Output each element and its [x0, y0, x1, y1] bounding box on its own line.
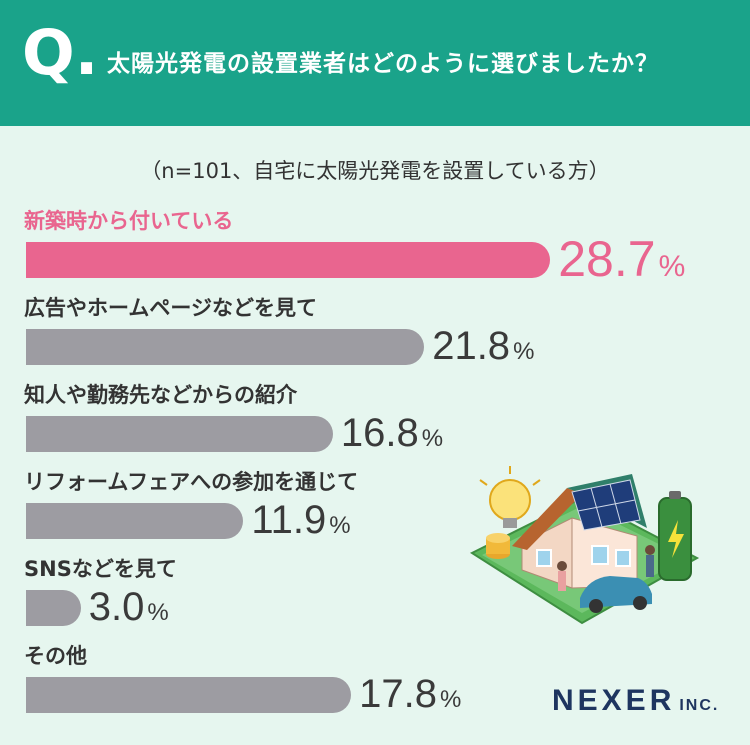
- value-number: 3.0: [88, 585, 145, 629]
- sample-note: （n=101、自宅に太陽光発電を設置している方）: [140, 159, 610, 183]
- value-label: 21.8%: [432, 326, 534, 366]
- value-label: 28.7%: [558, 234, 685, 284]
- category-label: その他: [24, 644, 87, 668]
- logo-suffix: INC.: [679, 697, 720, 714]
- category-label: 新築時から付いている: [24, 209, 234, 233]
- value-number: 21.8: [432, 324, 511, 368]
- bar: [26, 503, 244, 539]
- value-unit: %: [658, 250, 686, 283]
- question-title: 太陽光発電の設置業者はどのように選びましたか？: [107, 51, 659, 77]
- value-unit: %: [329, 512, 351, 539]
- value-number: 28.7: [558, 231, 656, 287]
- value-unit: %: [440, 686, 462, 713]
- category-label: 知人や勤務先などからの紹介: [24, 383, 297, 407]
- bar: [26, 677, 352, 713]
- house-solar-illustration: [469, 466, 700, 625]
- bar: [26, 590, 81, 626]
- category-label: SNSなどを見て: [24, 557, 177, 581]
- coins-icon: [486, 533, 510, 559]
- value-number: 11.9: [251, 498, 327, 542]
- category-label: 広告やホームページなどを見て: [24, 296, 317, 320]
- value-label: 17.8%: [359, 674, 461, 714]
- car-icon: [580, 576, 652, 613]
- value-unit: %: [147, 599, 169, 626]
- value-number: 16.8: [340, 411, 419, 455]
- value-unit: %: [513, 338, 535, 365]
- value-label: 16.8%: [341, 413, 443, 453]
- people-icon: [557, 545, 655, 591]
- value-label: 3.0%: [89, 587, 169, 627]
- question-header: Q. 太陽光発電の設置業者はどのように選びましたか？: [0, 0, 750, 126]
- solar-panel-icon: [571, 479, 641, 531]
- bar: [26, 242, 551, 278]
- category-label: リフォームフェアへの参加を通じて: [24, 470, 359, 494]
- bar: [26, 416, 333, 452]
- value-label: 11.9%: [251, 500, 350, 540]
- nexer-logo: NEXER INC.: [552, 684, 719, 718]
- value-unit: %: [421, 425, 444, 452]
- light-bulb-icon: [479, 466, 541, 528]
- value-number: 17.8: [359, 672, 437, 716]
- battery-icon: [658, 491, 692, 581]
- bar: [26, 329, 425, 365]
- q-mark: Q.: [22, 16, 99, 89]
- logo-main: NEXER: [552, 684, 676, 717]
